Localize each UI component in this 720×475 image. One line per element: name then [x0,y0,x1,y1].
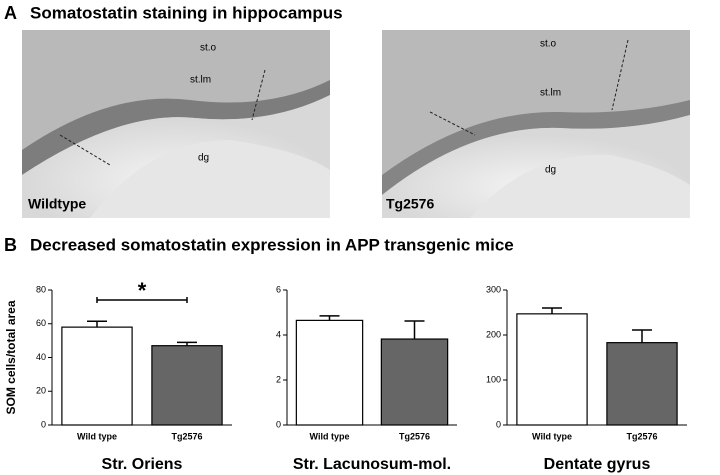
y-tick-label: 200 [486,329,501,339]
x-axis-title: Str. Lacunosum-mol. [293,456,451,473]
x-tick-label: Tg2576 [626,431,657,441]
error-bar [87,320,107,328]
image-caption: Tg2576 [386,196,434,212]
x-tick-label: Tg2576 [399,431,430,441]
error-bar [177,341,197,346]
region-label: st.lm [540,88,561,99]
y-tick-label: 0 [41,419,46,429]
x-axis-title: Str. Oriens [102,456,183,473]
significance-marker: * [138,278,147,303]
y-tick-label: 0 [496,419,501,429]
y-tick-label: 100 [486,374,501,384]
region-label: dg [545,165,556,176]
error-bar [319,315,340,321]
region-label: st.o [540,39,557,50]
region-label: st.o [200,43,217,54]
bar [606,342,678,426]
error-bar [542,307,562,314]
x-tick-label: Wild type [532,431,572,441]
y-axis-title: SOM cells/total area [4,300,18,414]
x-tick-label: Wild type [77,431,117,441]
panel-label: B [4,235,17,255]
x-axis-title: Dentate gyrus [544,456,651,473]
significance-bracket [96,297,188,303]
bar [295,319,364,426]
bar [380,338,449,426]
y-tick-label: 80 [36,284,46,294]
y-tick-label: 20 [36,386,46,396]
y-tick-label: 300 [486,284,501,294]
bar [516,313,588,426]
micrograph: st.o st.lm dg Tg2576 [382,30,690,218]
region-label: dg [198,153,209,164]
y-tick-label: 2 [276,374,281,384]
x-tick-label: Wild type [310,431,350,441]
region-label: st.lm [190,75,211,86]
y-tick-label: 6 [276,284,281,294]
error-bar [404,320,425,340]
x-tick-label: Tg2576 [171,431,202,441]
bar [151,345,223,426]
y-tick-label: 4 [276,329,281,339]
y-tick-label: 40 [36,352,46,362]
micrograph: st.o st.lm dg Wildtype [22,30,330,218]
error-bar [632,329,652,343]
y-tick-label: 0 [276,419,281,429]
panel-title: Somatostatin staining in hippocampus [30,3,343,22]
panel-title: Decreased somatostatin expression in APP… [30,235,514,254]
image-caption: Wildtype [28,196,86,212]
y-tick-label: 60 [36,318,46,328]
panel-label: A [4,3,17,23]
bar [61,326,133,426]
